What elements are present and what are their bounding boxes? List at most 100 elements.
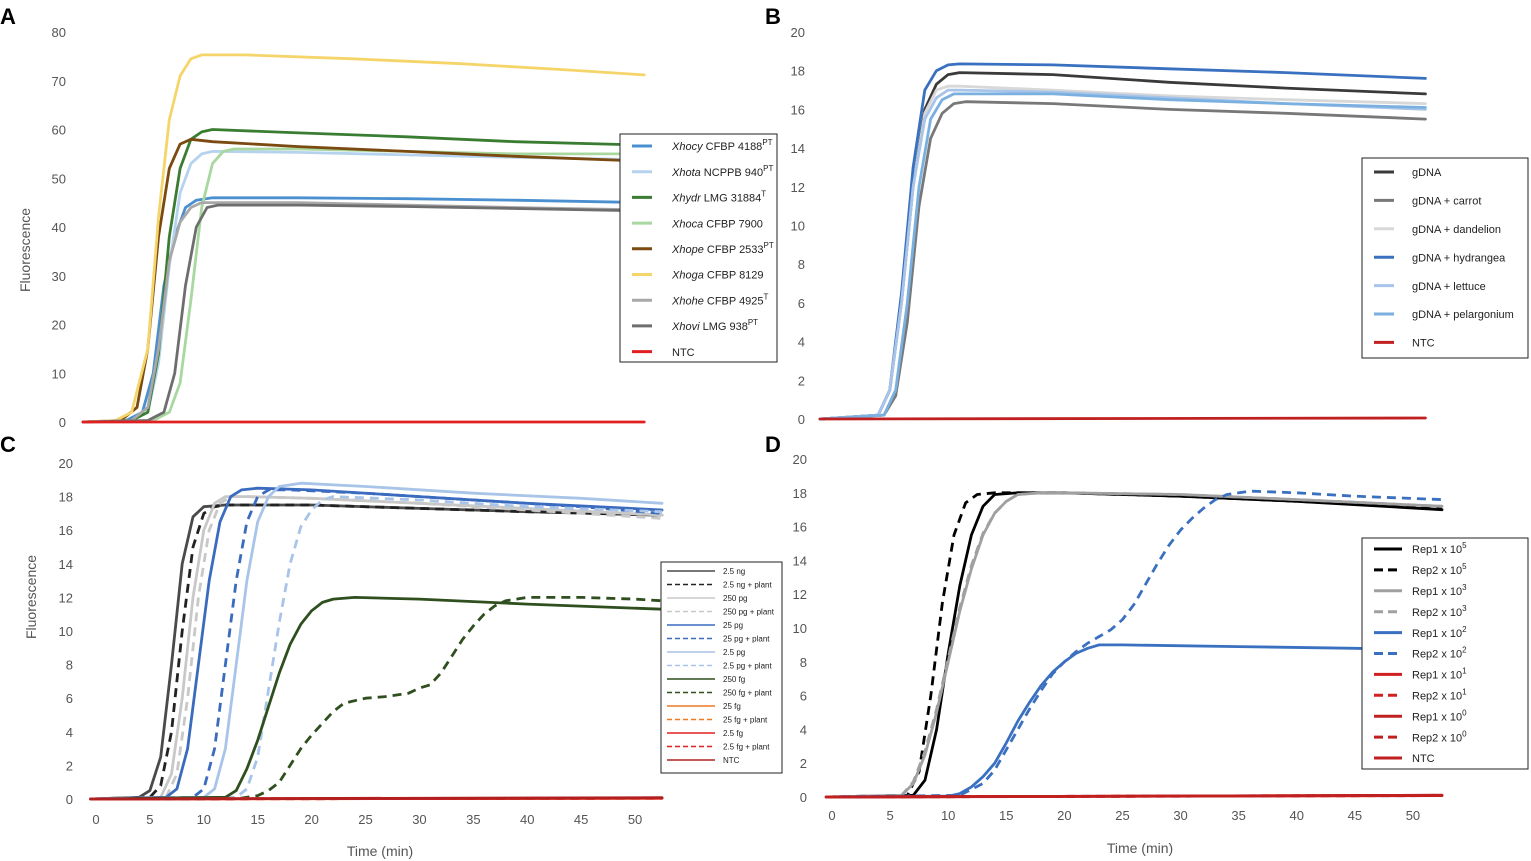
legend-strain: CFBP 2533 xyxy=(704,244,764,256)
legend-superscript: PT xyxy=(764,241,774,250)
legend-superscript: 1 xyxy=(1462,687,1467,696)
panel-c-series-250-pg xyxy=(89,495,664,801)
legend-species: Xhocy xyxy=(671,141,704,153)
panel-d-legend-label: Rep1 x 105 xyxy=(1412,541,1467,556)
panel-b-legend-label: NTC xyxy=(1412,338,1435,350)
panel-a-ytick-label: 20 xyxy=(52,318,66,333)
panel-a-ytick-label: 80 xyxy=(52,25,66,40)
panel-b-series-gdna-dandelion xyxy=(818,84,1427,421)
legend-base: Rep1 x 10 xyxy=(1412,711,1462,723)
panel-c-legend-label: 25 fg + plant xyxy=(723,716,768,725)
panel-b-ytick-label: 20 xyxy=(791,25,805,40)
panel-c-xtick-label: 35 xyxy=(466,812,480,827)
panel-c-legend-box xyxy=(660,561,783,774)
legend-superscript: 0 xyxy=(1462,708,1467,717)
panel-b-ytick-label: 12 xyxy=(791,180,805,195)
panel-b-legend-label: gDNA + lettuce xyxy=(1412,281,1486,293)
panel-b-ytick-label: 18 xyxy=(791,64,805,79)
panel-d-ytick-label: 2 xyxy=(800,756,807,771)
panel-b-ytick-label: 8 xyxy=(798,257,805,272)
panel-d-xtick-label: 15 xyxy=(999,808,1013,823)
panel-b-ytick-label: 6 xyxy=(798,296,805,311)
panel-d-series-group xyxy=(824,489,1444,799)
panel-c-series-250-fg-plant xyxy=(90,596,663,801)
panel-a-series-xhoga-cfbp-8129 xyxy=(81,53,646,424)
panel-d-legend-label: Rep2 x 102 xyxy=(1412,646,1467,661)
panel-b-ytick-label: 10 xyxy=(791,219,805,234)
panel-c-series-group xyxy=(89,481,664,801)
panel-c-series-250-pg-plant xyxy=(90,495,663,801)
panel-d-xtick-label: 5 xyxy=(886,808,893,823)
panel-c-xtick-label: 25 xyxy=(358,812,372,827)
panel-d-legend-label: Rep1 x 103 xyxy=(1412,583,1467,598)
panel-c-series-2-5-ng-plant xyxy=(90,503,663,801)
panel-d-ytick-label: 20 xyxy=(793,452,807,467)
panel-a-ytick-label: 70 xyxy=(52,74,66,89)
panel-c-series-2-5-ng xyxy=(89,503,664,801)
panel-c-xtick-label: 10 xyxy=(197,812,211,827)
panel-b-series-gdna-carrot xyxy=(818,100,1427,421)
panel-b-series-gdna xyxy=(818,71,1427,421)
legend-base: Rep1 x 10 xyxy=(1412,628,1462,640)
panel-a-ytick-label: 50 xyxy=(52,171,66,186)
panel-d-xtick-label: 50 xyxy=(1406,808,1420,823)
panel-a-ylabel: Fluorescence xyxy=(17,208,33,292)
panel-d-legend-label: Rep1 x 102 xyxy=(1412,625,1467,640)
panel-d-ytick-label: 0 xyxy=(800,790,807,805)
panel-d-series-rep1-x-10-2 xyxy=(824,643,1438,799)
legend-base: NTC xyxy=(1412,753,1435,765)
panel-d-ytick-label: 16 xyxy=(793,520,807,535)
legend-base: Rep1 x 10 xyxy=(1412,544,1462,556)
panel-c-xtick-label: 45 xyxy=(574,812,588,827)
legend-species: Xhydr xyxy=(671,193,702,205)
panel-a-legend-label: Xhota NCPPB 940PT xyxy=(671,164,773,179)
panel-c-xtick-label: 5 xyxy=(146,812,153,827)
panel-c-legend-label: 250 fg xyxy=(723,675,745,684)
panel-d-xtick-label: 45 xyxy=(1348,808,1362,823)
panel-c-ytick-label: 18 xyxy=(59,490,73,505)
panel-a-legend-label: Xhoca CFBP 7900 xyxy=(671,218,763,230)
panel-b-legend-label: gDNA + carrot xyxy=(1412,196,1481,208)
panel-d-ytick-label: 6 xyxy=(800,689,807,704)
panel-c-ytick-label: 4 xyxy=(66,725,73,740)
panel-a-ytick-label: 0 xyxy=(59,415,66,430)
legend-strain: CFBP 7900 xyxy=(703,218,763,230)
panel-d-ytick-label: 18 xyxy=(793,486,807,501)
legend-superscript: 3 xyxy=(1462,604,1467,613)
panel-c-legend-label: 2.5 pg xyxy=(723,648,745,657)
panel-d-legend-label: Rep2 x 101 xyxy=(1412,687,1467,702)
legend-base: Rep2 x 10 xyxy=(1412,649,1462,661)
panel-c-ytick-label: 0 xyxy=(66,792,73,807)
panel-b-legend-label: gDNA + hydrangea xyxy=(1412,252,1506,264)
panel-c-xtick-label: 40 xyxy=(520,812,534,827)
panel-c-xtick-label: 50 xyxy=(628,812,642,827)
panel-c-legend-label: 2.5 pg + plant xyxy=(723,662,772,671)
panel-a-series-xhovi-lmg-938pt xyxy=(81,203,646,424)
panel-d-xtick-label: 25 xyxy=(1115,808,1129,823)
panel-d-xtick-label: 35 xyxy=(1231,808,1245,823)
panel-b-series-gdna-pelargonium xyxy=(818,92,1427,421)
panel-a-letter: A xyxy=(0,4,16,29)
panel-d-ytick-label: 14 xyxy=(793,553,807,568)
panel-b-letter: B xyxy=(765,4,781,29)
legend-base: Rep2 x 10 xyxy=(1412,690,1462,702)
panel-a-legend-label: Xhydr LMG 31884T xyxy=(671,190,766,205)
panel-c-ytick-label: 10 xyxy=(59,624,73,639)
panel-a-ytick-label: 10 xyxy=(52,366,66,381)
panel-c-letter: C xyxy=(0,432,16,457)
legend-base: Rep1 x 10 xyxy=(1412,670,1462,682)
panel-c-legend-label: 25 pg xyxy=(723,621,743,630)
legend-strain: NCPPB 940 xyxy=(701,167,763,179)
panel-b: B 0 2 4 6 8 10 12 14 16 18 20 gDNA gDNA + carrot gDNA … xyxy=(765,4,1529,427)
panel-d-series-rep1-x-10-5 xyxy=(824,491,1444,799)
legend-superscript: 5 xyxy=(1462,541,1467,550)
panel-c-ylabel: Fluorescence xyxy=(23,555,39,639)
panel-d-series-rep2-x-10-2 xyxy=(826,489,1443,799)
panel-c-ytick-label: 16 xyxy=(59,523,73,538)
panel-a-ytick-label: 30 xyxy=(52,269,66,284)
legend-superscript: 2 xyxy=(1462,646,1467,655)
panel-c-xlabel: Time (min) xyxy=(347,843,413,859)
panel-d-letter: D xyxy=(765,432,781,457)
panel-a-ytick-label: 40 xyxy=(52,220,66,235)
panel-c-legend-label: 2.5 fg xyxy=(723,729,743,738)
